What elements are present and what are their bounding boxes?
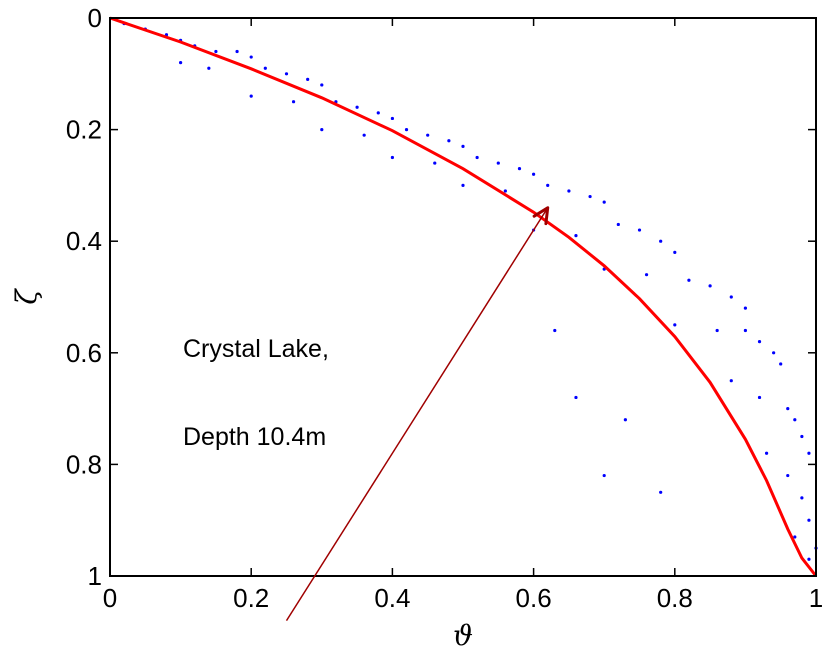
y-tick-label: 0.8 xyxy=(66,449,102,479)
plot-area xyxy=(110,18,818,576)
arrow-shaft xyxy=(287,208,548,621)
data-point xyxy=(645,273,648,276)
data-point xyxy=(786,474,789,477)
data-point xyxy=(235,50,238,53)
data-point xyxy=(687,279,690,282)
data-point xyxy=(497,161,500,164)
data-point xyxy=(758,396,761,399)
data-point xyxy=(638,228,641,231)
data-point xyxy=(765,452,768,455)
data-point xyxy=(807,452,810,455)
x-tick-label: 0.2 xyxy=(233,583,269,613)
data-point xyxy=(807,558,810,561)
data-point xyxy=(461,184,464,187)
data-point xyxy=(546,184,549,187)
data-point xyxy=(673,251,676,254)
plot-frame xyxy=(110,18,816,576)
data-point xyxy=(356,106,359,109)
x-tick-label: 1 xyxy=(809,583,823,613)
data-point xyxy=(588,195,591,198)
data-point xyxy=(264,67,267,70)
y-tick-label: 0.4 xyxy=(66,226,102,256)
data-point xyxy=(426,134,429,137)
fit-curve xyxy=(110,18,816,576)
y-tick-label: 0.6 xyxy=(66,338,102,368)
data-point xyxy=(793,418,796,421)
y-tick-label: 1 xyxy=(88,561,102,591)
data-point xyxy=(476,156,479,159)
data-point xyxy=(709,284,712,287)
data-point xyxy=(306,78,309,81)
data-point xyxy=(807,519,810,522)
y-tick-label: 0 xyxy=(88,3,102,33)
data-point xyxy=(758,340,761,343)
data-point xyxy=(447,139,450,142)
data-point xyxy=(716,329,719,332)
data-point xyxy=(567,189,570,192)
data-point xyxy=(624,418,627,421)
data-point xyxy=(320,83,323,86)
data-point xyxy=(772,351,775,354)
data-point xyxy=(391,156,394,159)
data-point xyxy=(673,323,676,326)
data-point xyxy=(553,329,556,332)
data-point xyxy=(518,167,521,170)
data-point xyxy=(786,407,789,410)
data-point xyxy=(320,128,323,131)
data-point xyxy=(292,100,295,103)
x-tick-label: 0.6 xyxy=(516,583,552,613)
data-point xyxy=(363,134,366,137)
data-point xyxy=(250,95,253,98)
data-point xyxy=(405,128,408,131)
data-point xyxy=(207,67,210,70)
annotation-crystal-lake: Crystal Lake, xyxy=(183,335,329,363)
data-point xyxy=(730,379,733,382)
data-point xyxy=(603,201,606,204)
data-point xyxy=(532,173,535,176)
data-point xyxy=(285,72,288,75)
x-tick-label: 0.4 xyxy=(374,583,410,613)
axis-ticks: 0 0.2 0.4 0.6 0.8 100.20.40.60.81 xyxy=(66,3,823,613)
data-point xyxy=(617,223,620,226)
data-point xyxy=(800,496,803,499)
data-point xyxy=(433,161,436,164)
data-point xyxy=(744,329,747,332)
y-axis-label: ζ xyxy=(10,288,43,305)
data-point xyxy=(744,307,747,310)
data-point xyxy=(730,295,733,298)
x-tick-label: 0.8 xyxy=(657,583,693,613)
annotation-arrow xyxy=(287,208,548,621)
y-tick-label: 0.2 xyxy=(66,115,102,145)
data-point xyxy=(574,234,577,237)
x-tick-label: 0 xyxy=(103,583,117,613)
data-point xyxy=(461,145,464,148)
data-point xyxy=(659,491,662,494)
data-point xyxy=(391,117,394,120)
data-point xyxy=(504,189,507,192)
data-point xyxy=(179,61,182,64)
data-point xyxy=(800,435,803,438)
data-point xyxy=(377,111,380,114)
data-point xyxy=(603,474,606,477)
data-point xyxy=(659,240,662,243)
data-point xyxy=(214,50,217,53)
data-point xyxy=(574,396,577,399)
x-axis-label: ϑ xyxy=(453,619,473,651)
data-point xyxy=(250,55,253,58)
annotation-depth: Depth 10.4m xyxy=(183,423,326,451)
data-point xyxy=(779,362,782,365)
